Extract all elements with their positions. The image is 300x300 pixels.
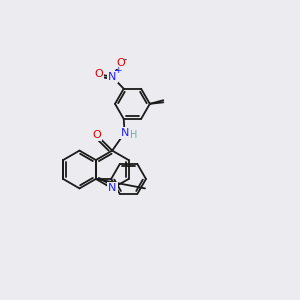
Text: N: N	[120, 128, 129, 138]
Text: O: O	[94, 69, 103, 80]
Text: O: O	[116, 58, 125, 68]
Text: +: +	[114, 66, 122, 75]
Text: N: N	[108, 72, 116, 82]
Text: -: -	[124, 55, 127, 64]
Text: H: H	[130, 130, 137, 140]
Text: N: N	[108, 183, 116, 194]
Text: O: O	[93, 130, 101, 140]
